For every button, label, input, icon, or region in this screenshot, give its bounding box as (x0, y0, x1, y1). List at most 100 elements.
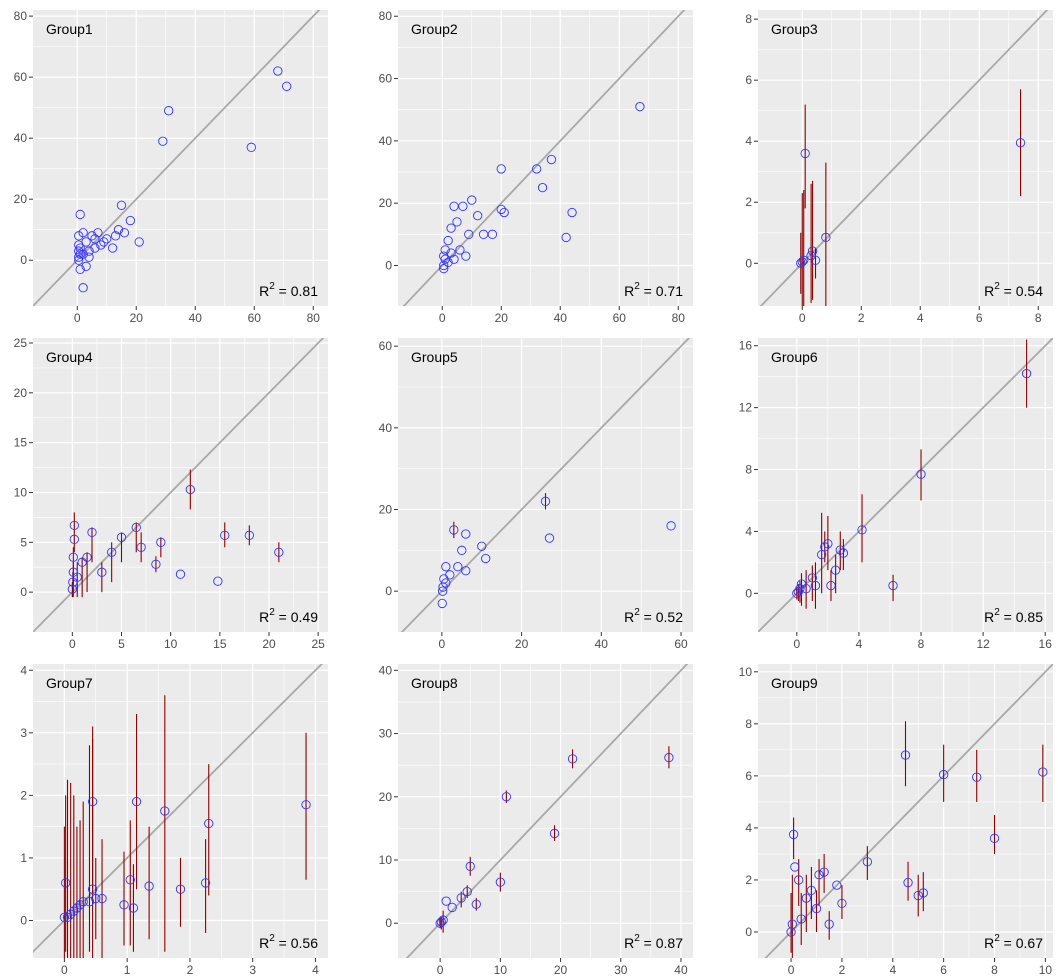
data-point (84, 246, 94, 256)
data-point (838, 548, 849, 558)
data-point (441, 562, 451, 572)
y-tick-label: 12 (739, 401, 753, 415)
r-squared-label: R2 = 0.54 (984, 281, 1043, 299)
gridlines (33, 10, 328, 306)
plot-area (33, 664, 323, 958)
data-point (837, 898, 847, 909)
data-point (82, 552, 92, 562)
data-point (443, 257, 453, 268)
data-point (68, 567, 78, 577)
y-tick-label: 60 (379, 339, 393, 353)
data-point (455, 245, 465, 255)
y-tick-label: 60 (379, 72, 393, 86)
data-point (477, 541, 487, 551)
data-point (786, 927, 796, 937)
y-tick-label: 4 (20, 663, 27, 677)
data-point (549, 828, 560, 839)
y-tick-label: 30 (379, 727, 393, 741)
data-point (131, 522, 141, 533)
x-tick-label: 20 (262, 637, 276, 651)
data-point (456, 893, 466, 903)
r-squared-label: R2 = 0.49 (259, 607, 318, 625)
data-point (97, 893, 107, 904)
data-point (282, 81, 292, 91)
data-point (160, 806, 170, 816)
data-point (107, 547, 117, 557)
data-point (446, 223, 456, 233)
x-tick-label: 0 (437, 963, 444, 977)
plot-area (405, 664, 689, 958)
data-point (793, 587, 804, 597)
chart-panel-4: 0 5 10 15 20 25 0 5 10 15 20 25 Group4 R2 = 0.49 (14, 336, 328, 651)
data-point (69, 534, 79, 544)
data-point (437, 598, 447, 609)
data-point (87, 231, 97, 241)
data-point (453, 562, 463, 572)
panel-title: Group8 (411, 675, 458, 691)
data-point (820, 542, 830, 552)
x-tick-label: 4 (917, 311, 924, 325)
data-point (810, 580, 821, 591)
data-point (862, 857, 873, 867)
x-tick-label: 0 (74, 311, 81, 325)
y-tick-label: 4 (745, 821, 752, 835)
y-tick-label: 10 (14, 485, 28, 499)
x-tick-label: 4 (856, 637, 863, 651)
gridlines (398, 664, 693, 958)
x-tick-label: 10 (164, 637, 178, 651)
identity-line (764, 664, 1053, 958)
chart-panel-5: 0 20 40 60 0 20 40 60 Group5 R2 = 0.52 (379, 338, 693, 651)
data-point (830, 565, 841, 575)
panel-title: Group1 (46, 21, 93, 37)
y-tick-label: 0 (20, 585, 27, 599)
data-point (1021, 368, 1032, 379)
x-tick-label: 20 (515, 637, 529, 651)
chart-panel-8: 0 10 20 30 40 0 10 20 30 40 Group8 R2 = 0.87 (379, 663, 693, 977)
x-tick-label: 10 (1039, 963, 1053, 977)
data-point (817, 549, 827, 560)
data-point (144, 881, 154, 891)
panel-background (758, 664, 1053, 958)
data-point (495, 877, 505, 887)
data-point (918, 888, 928, 898)
data-point (164, 106, 174, 116)
data-point (790, 862, 800, 872)
data-point (499, 207, 509, 218)
data-point (806, 885, 817, 896)
gridlines (758, 10, 1053, 306)
data-point (116, 200, 127, 210)
data-point (796, 579, 807, 589)
data-point (814, 870, 824, 880)
data-point (1038, 767, 1048, 777)
y-tick-label: 5 (20, 535, 27, 549)
y-tick-label: 0 (20, 253, 27, 267)
panel-title: Group2 (411, 21, 458, 37)
data-point (888, 580, 898, 591)
x-tick-label: 15 (213, 637, 227, 651)
data-point (97, 567, 107, 577)
data-point (128, 903, 139, 913)
data-point (435, 918, 445, 928)
y-tick-label: 10 (379, 853, 393, 867)
data-point (537, 182, 548, 193)
data-point (96, 240, 106, 250)
data-point (462, 886, 472, 897)
plot-area (33, 10, 321, 306)
chart-panel-2: 0 20 40 60 80 0 20 40 60 80 Group2 R2 = 0.71 (379, 9, 693, 325)
x-tick-label: 20 (554, 963, 568, 977)
data-point (666, 521, 676, 531)
x-tick-label: 6 (940, 963, 947, 977)
data-point (68, 577, 78, 587)
r-squared-label: R2 = 0.56 (259, 933, 318, 951)
data-point (59, 912, 70, 922)
data-point (78, 283, 88, 293)
data-point (989, 833, 1000, 843)
data-point (274, 547, 284, 557)
plot-area (400, 338, 691, 632)
data-point (567, 207, 577, 218)
data-point (461, 529, 471, 539)
data-point (546, 154, 557, 165)
y-tick-label: 40 (379, 134, 393, 148)
r-squared-label: R2 = 0.87 (624, 933, 683, 951)
